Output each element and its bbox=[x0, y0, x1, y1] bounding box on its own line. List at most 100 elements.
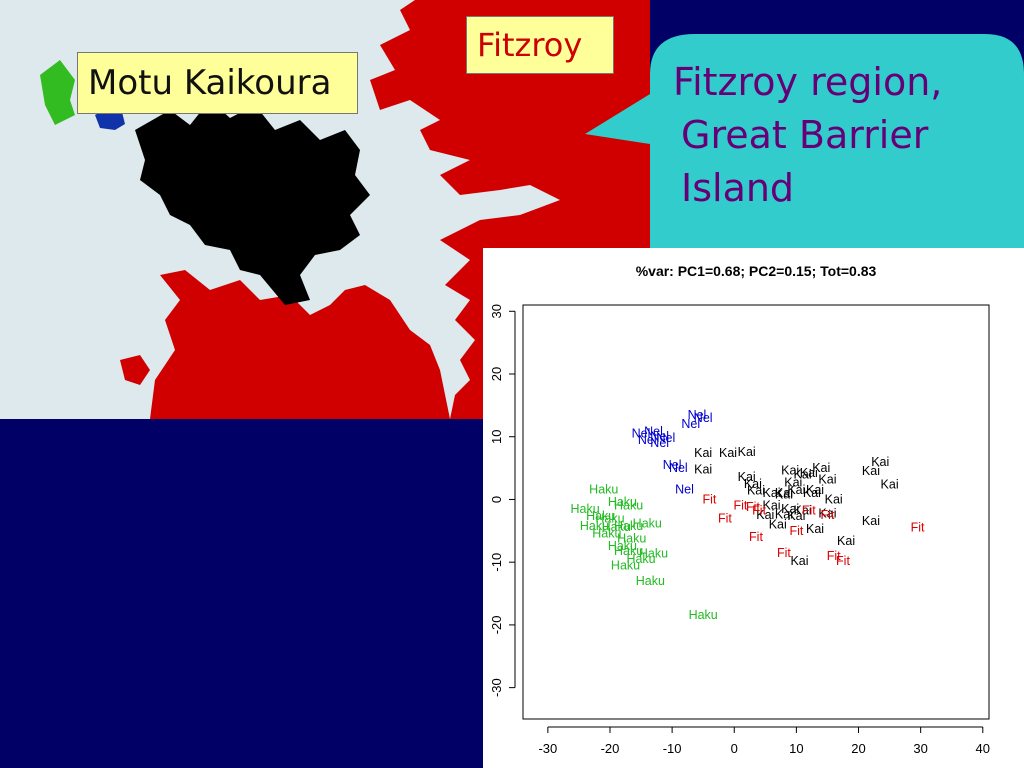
data-point-label: Kai bbox=[862, 464, 880, 478]
fitzroy-label: Fitzroy bbox=[466, 16, 614, 74]
data-point-label: Kai bbox=[775, 486, 793, 500]
data-point-label: Kai bbox=[881, 477, 899, 491]
y-tick-label: -30 bbox=[489, 678, 504, 697]
x-tick-label: -20 bbox=[601, 741, 620, 756]
data-point-label: Kai bbox=[756, 508, 774, 522]
y-tick-label: 20 bbox=[489, 367, 504, 381]
data-point-label: Kai bbox=[806, 522, 824, 536]
data-point-label: Fit bbox=[746, 500, 760, 514]
y-tick-label: -10 bbox=[489, 553, 504, 572]
data-point-label: Kai bbox=[744, 477, 762, 491]
data-point-label: Fit bbox=[718, 511, 732, 525]
axes: -30 -20 -10 0 10 20 30 40 30 20 10 0 -10 -20 -30 bbox=[489, 304, 990, 756]
data-point-label: Kai bbox=[784, 476, 802, 490]
data-point-label: Nel bbox=[694, 411, 713, 425]
data-point-label: Fit bbox=[821, 508, 835, 522]
callout-line-1: Fitzroy region, bbox=[673, 60, 943, 104]
data-point-label: Haku bbox=[608, 495, 637, 509]
data-point-label: Nel bbox=[638, 433, 657, 447]
data-point-label: Kai bbox=[787, 483, 805, 497]
data-point-label: Kai bbox=[738, 470, 756, 484]
data-point-label: Nel bbox=[681, 417, 700, 431]
data-point-label: Kai bbox=[762, 486, 780, 500]
data-point-label: Nel bbox=[632, 427, 651, 441]
data-point-label: Kai bbox=[775, 508, 793, 522]
x-tick-label: 0 bbox=[731, 741, 738, 756]
data-point-label: Kai bbox=[781, 502, 799, 516]
data-point-label: Kai bbox=[818, 506, 836, 520]
data-point-label: Fit bbox=[789, 524, 803, 538]
data-point-label: Nel bbox=[650, 430, 669, 444]
data-point-label: Haku bbox=[636, 574, 665, 588]
data-point-label: Nel bbox=[669, 461, 688, 475]
x-tick-label: 40 bbox=[976, 741, 990, 756]
data-point-label: Fit bbox=[827, 549, 841, 563]
data-point-label: Kai bbox=[781, 464, 799, 478]
data-point-label: Haku bbox=[592, 526, 621, 540]
data-point-label: Haku bbox=[586, 509, 615, 523]
data-point-label: Fit bbox=[702, 492, 716, 506]
data-point-label: Kai bbox=[812, 461, 830, 475]
fitzroy-land-south bbox=[150, 270, 450, 419]
data-point-label: Kai bbox=[862, 514, 880, 528]
data-point-label: Nel bbox=[663, 458, 682, 472]
y-tick-label: -20 bbox=[489, 616, 504, 635]
data-point-label: Haku bbox=[614, 519, 643, 533]
data-point-label: Kai bbox=[719, 446, 737, 460]
data-point-label: Fit bbox=[836, 554, 850, 568]
data-point-label: Kai bbox=[694, 462, 712, 476]
data-point-label: Fit bbox=[752, 504, 766, 518]
data-point-label: Haku bbox=[614, 544, 643, 558]
data-point-label: Kai bbox=[871, 455, 889, 469]
data-point-label: Fit bbox=[734, 499, 748, 513]
y-tick-label: 10 bbox=[489, 429, 504, 443]
data-point-label: Kai bbox=[800, 466, 818, 480]
data-point-label: Fit bbox=[777, 546, 791, 560]
data-point-label: Nel bbox=[657, 431, 676, 445]
data-point-label: Kai bbox=[794, 467, 812, 481]
pca-scatter-plot: %var: PC1=0.68; PC2=0.15; Tot=0.83 -30 -2… bbox=[489, 263, 990, 756]
fitzroy-land-islet bbox=[120, 355, 150, 385]
x-tick-label: 20 bbox=[851, 741, 865, 756]
data-point-label: Kai bbox=[818, 472, 836, 486]
data-point-label: Kai bbox=[794, 504, 812, 518]
data-point-label: Haku bbox=[608, 539, 637, 553]
data-point-label: Nel bbox=[675, 482, 694, 496]
green-islet bbox=[40, 60, 75, 125]
data-point-label: Kai bbox=[747, 484, 765, 498]
callout-text: Fitzroy region, Great Barrier Island bbox=[673, 56, 1013, 215]
data-point-label: Fit bbox=[749, 530, 763, 544]
data-point-label: Kai bbox=[775, 487, 793, 501]
pca-plot-panel: %var: PC1=0.68; PC2=0.15; Tot=0.83 -30 -2… bbox=[483, 248, 1024, 768]
x-tick-label: -30 bbox=[538, 741, 557, 756]
y-tick-label: 0 bbox=[489, 496, 504, 503]
data-point-label: Kai bbox=[806, 483, 824, 497]
data-point-label: Haku bbox=[595, 511, 624, 525]
data-point-label: Haku bbox=[633, 516, 662, 530]
data-point-label: Haku bbox=[589, 482, 618, 496]
callout-line-3: Island bbox=[681, 166, 795, 210]
data-point-label: Kai bbox=[825, 492, 843, 506]
plot-area-frame bbox=[522, 304, 990, 720]
callout-bubble bbox=[585, 34, 1024, 249]
data-point-label: Fit bbox=[911, 521, 925, 535]
data-point-label: Kai bbox=[837, 534, 855, 548]
data-point-label: Nel bbox=[688, 408, 707, 422]
x-tick-label: -10 bbox=[663, 741, 682, 756]
data-point-label: Nel bbox=[644, 425, 663, 439]
data-point-label: Kai bbox=[762, 499, 780, 513]
data-point-label: Kai bbox=[769, 518, 787, 532]
motu-kaikoura-island bbox=[135, 100, 370, 305]
data-point-label: Haku bbox=[639, 546, 668, 560]
data-point-label: Kai bbox=[790, 554, 808, 568]
x-tick-label: 30 bbox=[913, 741, 927, 756]
data-point-label: Nel bbox=[650, 436, 669, 450]
data-point-label: Haku bbox=[626, 552, 655, 566]
data-point-label: Kai bbox=[738, 445, 756, 459]
y-tick-label: 30 bbox=[489, 304, 504, 318]
data-point-label: Kai bbox=[803, 486, 821, 500]
motu-kaikoura-label: Motu Kaikoura bbox=[77, 52, 358, 114]
data-point-label: Haku bbox=[580, 519, 609, 533]
data-point-label: Haku bbox=[689, 608, 718, 622]
